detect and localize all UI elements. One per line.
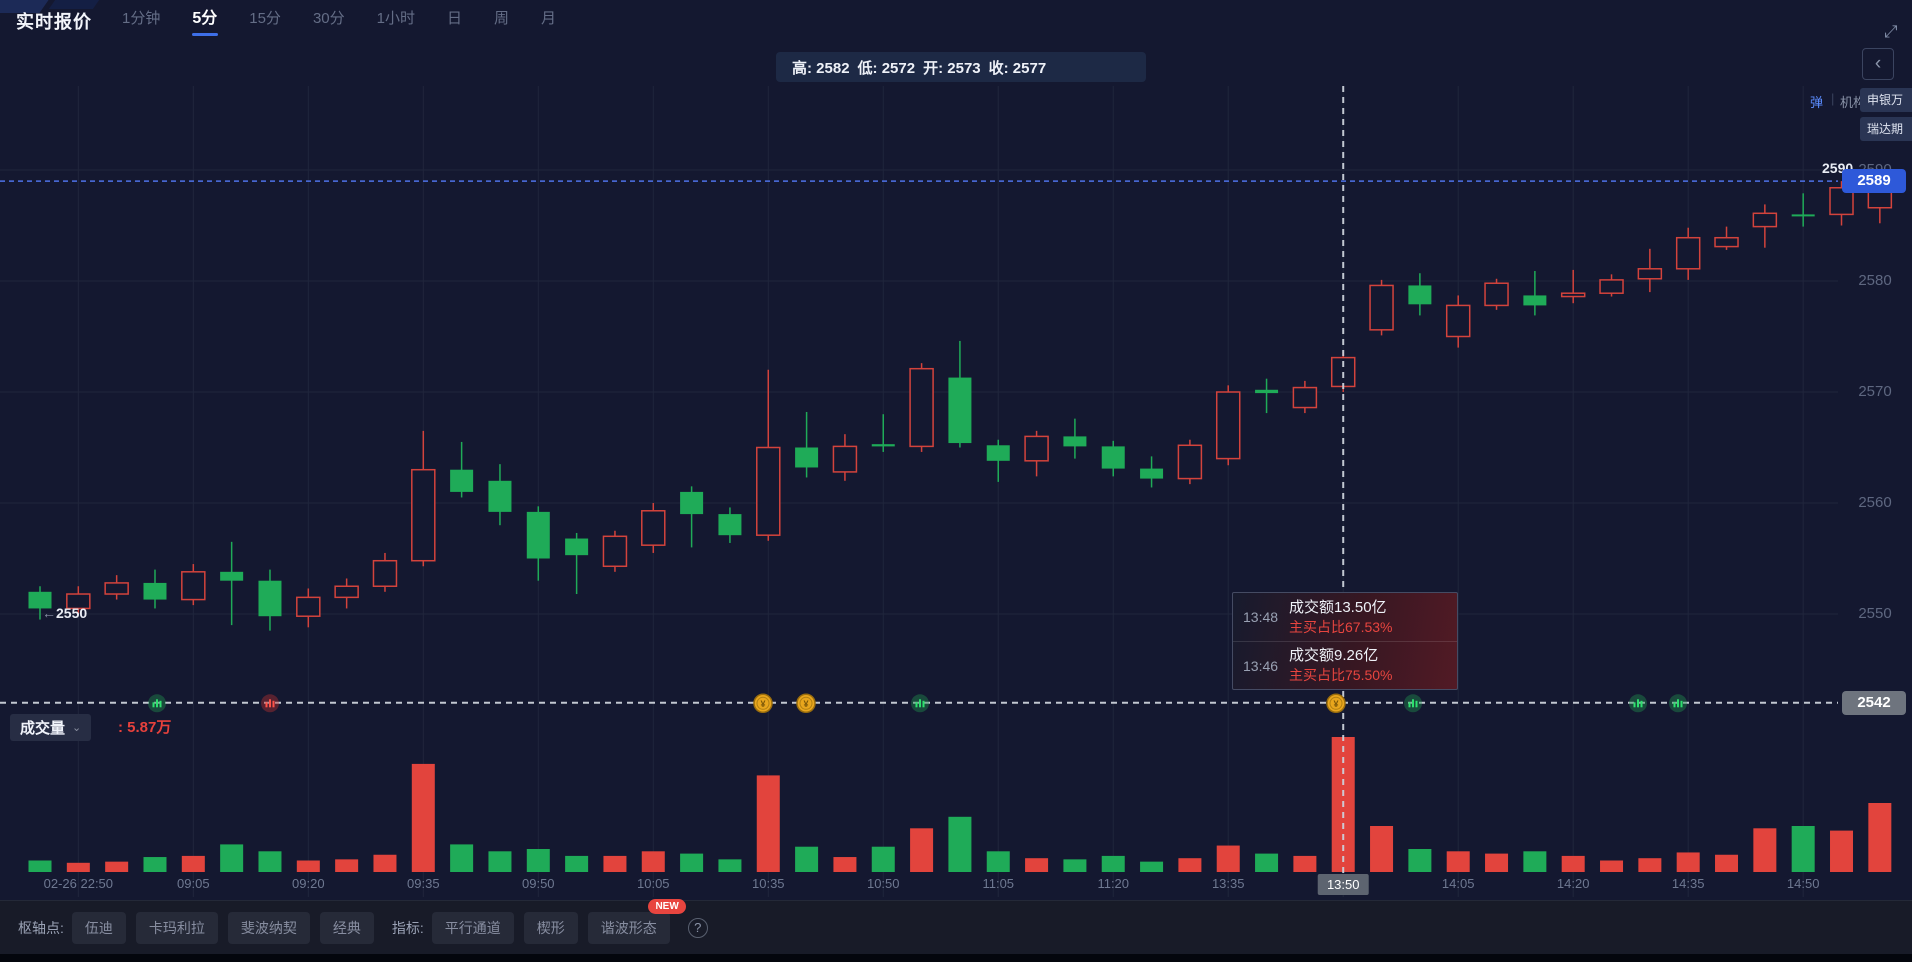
time-axis-label: 09:20 [292,876,325,891]
volume-indicator-dropdown[interactable]: 成交量 ⌄ [10,714,92,741]
trade-detail-tooltip: 13:48 成交额13.50亿 主买占比67.53% 13:46 成交额9.26亿 主买占… [1232,592,1458,690]
help-icon[interactable]: ? [687,917,708,938]
new-badge: NEW [648,898,686,914]
time-axis-label: 10:35 [751,876,785,891]
grid-lines [0,86,1838,897]
time-axis-label: 14:50 [1786,876,1820,891]
page-title: 实时报价 [16,12,92,32]
ohlc-item: 开: 2573 [923,59,981,77]
tab-日[interactable]: 日 [446,10,462,27]
pivot-button-伍迪[interactable]: 伍迪 [71,911,126,944]
crosshair-time-badge: 13:50 [1317,874,1369,895]
tooltip-row: 13:46 成交额9.26亿 主买占比75.50% [1233,641,1457,689]
crosshair [0,86,1838,873]
tooltip-time: 13:48 [1243,609,1279,625]
time-axis-label: 14:20 [1556,876,1590,891]
svg-text:¥: ¥ [760,699,765,709]
time-axis-label: 09:50 [522,876,555,891]
tooltip-turnover: 成交额9.26亿 [1289,647,1379,664]
indicator-button-楔形[interactable]: 楔形 [523,911,578,944]
price-axis-label: 2570 [1858,383,1892,400]
tab-1分钟[interactable]: 1分钟 [122,10,161,27]
volume-indicator-label: 成交量 [20,720,66,737]
coin-marker-icon[interactable]: ¥ [796,693,816,714]
price-axis-label: 2580 [1858,272,1892,289]
interval-tabs: 1分钟 5分 15分 30分 1小时 日 周 月 [106,0,572,38]
broker-chip-shenyinwan[interactable]: 申银万 [1860,88,1912,112]
volume-signal-marker-icon[interactable] [1404,694,1422,713]
tooltip-time: 13:46 [1243,657,1279,674]
vertical-divider: | [1831,91,1835,106]
indicator-group-label: 指标: [391,919,424,936]
time-axis-label: 11:05 [982,876,1015,891]
collapse-chevron-button[interactable]: ‹ [1862,48,1894,80]
time-axis-label: 14:35 [1671,876,1705,891]
drawing-tools-toolbar: 枢轴点: 伍迪 卡玛利拉 斐波纳契 经典 指标: 平行通道 楔形 谐波形态 NEW ? [0,898,1912,954]
ohlc-summary-pill: 高: 2582 低: 2572 开: 2573 收: 2577 [776,52,1146,82]
time-axis-label: 02-26 22:50 [43,876,114,891]
time-axis-label: 13:35 [1211,876,1245,891]
tab-1小时[interactable]: 1小时 [376,10,415,27]
tooltip-buy-ratio: 主买占比75.50% [1289,667,1393,683]
ohlc-item: 收: 2577 [988,59,1047,77]
pivot-button-卡玛利拉[interactable]: 卡玛利拉 [135,911,218,944]
volume-current-value: : 5.87万 [118,719,172,736]
price-annotation-2550: ←2550 [42,605,88,621]
tooltip-buy-ratio: 主买占比67.53% [1289,618,1393,635]
time-axis-label: 11:20 [1097,876,1130,891]
candles [28,170,1893,631]
top-bar: 实时报价 1分钟 5分 15分 30分 1小时 日 周 月 [0,0,1912,38]
danmaku-toggle[interactable]: 弹 [1810,95,1824,110]
time-axis-label: 10:05 [636,876,670,891]
tab-15分[interactable]: 15分 [249,10,281,27]
ohlc-item: 低: 2572 [857,59,916,77]
pivot-buttons: 伍迪 卡玛利拉 斐波纳契 经典 [71,911,384,944]
volume-signal-marker-icon[interactable] [261,694,279,713]
svg-text:¥: ¥ [803,699,808,709]
volume-signal-marker-icon[interactable] [148,694,166,713]
pivot-group-label: 枢轴点: [18,919,64,936]
volume-bars [28,736,1892,872]
coin-marker-icon[interactable]: ¥ [1326,693,1346,714]
institution-toggle[interactable]: 机构 [1840,95,1867,110]
pivot-button-经典[interactable]: 经典 [319,911,374,944]
indicator-button-谐波形态[interactable]: 谐波形态 NEW [587,898,686,944]
time-axis-label: 10:50 [866,876,900,891]
tab-30分[interactable]: 30分 [312,10,345,27]
volume-signal-marker-icon[interactable] [1669,694,1687,713]
time-axis-label: 14:05 [1441,876,1475,891]
tab-月[interactable]: 月 [541,10,557,27]
crosshair-price-badge: 2542 [1842,690,1906,715]
tooltip-turnover: 成交额13.50亿 [1289,598,1387,616]
volume-signal-marker-icon[interactable] [911,694,929,713]
tab-5分[interactable]: 5分 [176,0,233,38]
current-price-badge: 2589 [1842,169,1906,194]
time-axis-label: 09:35 [407,876,440,891]
tooltip-row: 13:48 成交额13.50亿 主买占比67.53% [1233,593,1457,641]
time-axis-label: 09:05 [177,876,210,891]
indicator-button-平行通道[interactable]: 平行通道 [431,911,514,944]
broker-chip-ruidaqi[interactable]: 瑞达期 [1860,117,1912,141]
svg-text:¥: ¥ [1333,699,1338,709]
price-axis-label: 2560 [1858,494,1892,511]
price-axis-label: 2550 [1858,605,1892,622]
volume-signal-marker-icon[interactable] [1629,694,1647,713]
chevron-down-icon: ⌄ [72,722,82,734]
fullscreen-expand-icon[interactable]: ⤢ [1884,22,1898,41]
event-markers: ¥ ¥ ¥ [148,693,1687,714]
pivot-button-斐波纳契[interactable]: 斐波纳契 [227,911,310,944]
bottom-edge-strip [0,954,1912,962]
ohlc-item: 高: 2582 [792,59,850,77]
tab-周[interactable]: 周 [493,10,509,27]
indicator-buttons: 平行通道 楔形 谐波形态 NEW [431,898,686,944]
coin-marker-icon[interactable]: ¥ [753,693,773,714]
